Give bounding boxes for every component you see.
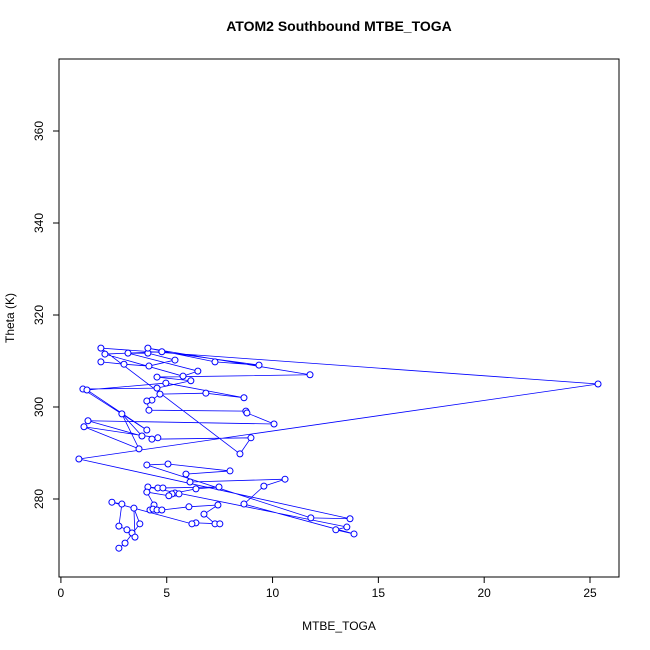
point (332, 526, 340, 534)
point (164, 460, 172, 468)
point (171, 356, 179, 364)
point (121, 539, 129, 547)
point (136, 520, 144, 528)
point (247, 434, 255, 442)
point (214, 501, 222, 509)
point (281, 475, 289, 483)
point (182, 470, 190, 478)
x-tick-label: 10 (266, 586, 280, 600)
point (148, 435, 156, 443)
point (156, 390, 164, 398)
point (124, 349, 132, 357)
point (179, 372, 187, 380)
plot-frame (58, 58, 620, 578)
point (158, 506, 166, 514)
point (211, 358, 219, 366)
point (138, 432, 146, 440)
point (175, 490, 183, 498)
point (187, 377, 195, 385)
point (165, 492, 173, 500)
point (255, 361, 263, 369)
point (192, 485, 200, 493)
point (143, 426, 151, 434)
point (346, 515, 354, 523)
point (83, 386, 91, 394)
point (194, 367, 202, 375)
point (145, 406, 153, 414)
y-tick-label: 300 (32, 397, 46, 417)
point (243, 409, 251, 417)
point (123, 526, 131, 534)
point (240, 500, 248, 508)
point (202, 389, 210, 397)
point (135, 445, 143, 453)
point (131, 533, 139, 541)
y-tick-label: 340 (32, 213, 46, 233)
y-axis-label: Theta (K) (3, 293, 17, 343)
point (84, 417, 92, 425)
y-tick-label: 280 (32, 489, 46, 509)
x-tick-label: 5 (163, 586, 170, 600)
x-tick-label: 20 (478, 586, 492, 600)
x-tick-label: 15 (372, 586, 386, 600)
point (145, 362, 153, 370)
point (158, 348, 166, 356)
point (307, 514, 315, 522)
point (185, 503, 193, 511)
point (159, 484, 167, 492)
point (216, 520, 224, 528)
point (115, 544, 123, 552)
point (130, 504, 138, 512)
point (162, 379, 170, 387)
point (240, 394, 248, 402)
point (80, 423, 88, 431)
point (143, 488, 151, 496)
point (270, 420, 278, 428)
point (97, 358, 105, 366)
point (226, 467, 234, 475)
point (236, 450, 244, 458)
point (108, 498, 116, 506)
point (143, 461, 151, 469)
point (260, 482, 268, 490)
point (118, 410, 126, 418)
point (144, 344, 152, 352)
chart-title: ATOM2 Southbound MTBE_TOGA (226, 18, 452, 34)
point (120, 360, 128, 368)
point (343, 523, 351, 531)
point (188, 520, 196, 528)
y-tick-label: 320 (32, 305, 46, 325)
x-axis-label: MTBE_TOGA (302, 619, 376, 633)
point (154, 434, 162, 442)
point (143, 397, 151, 405)
point (200, 510, 208, 518)
y-tick-label: 360 (32, 121, 46, 141)
point (75, 455, 83, 463)
point (594, 380, 602, 388)
point (350, 530, 358, 538)
point (101, 350, 109, 358)
x-tick-label: 25 (583, 586, 597, 600)
point (153, 373, 161, 381)
point (118, 500, 126, 508)
point (97, 344, 105, 352)
point (115, 522, 123, 530)
point (186, 478, 194, 486)
point (306, 371, 314, 379)
point (215, 483, 223, 491)
x-tick-label: 0 (58, 586, 65, 600)
point (153, 384, 161, 392)
